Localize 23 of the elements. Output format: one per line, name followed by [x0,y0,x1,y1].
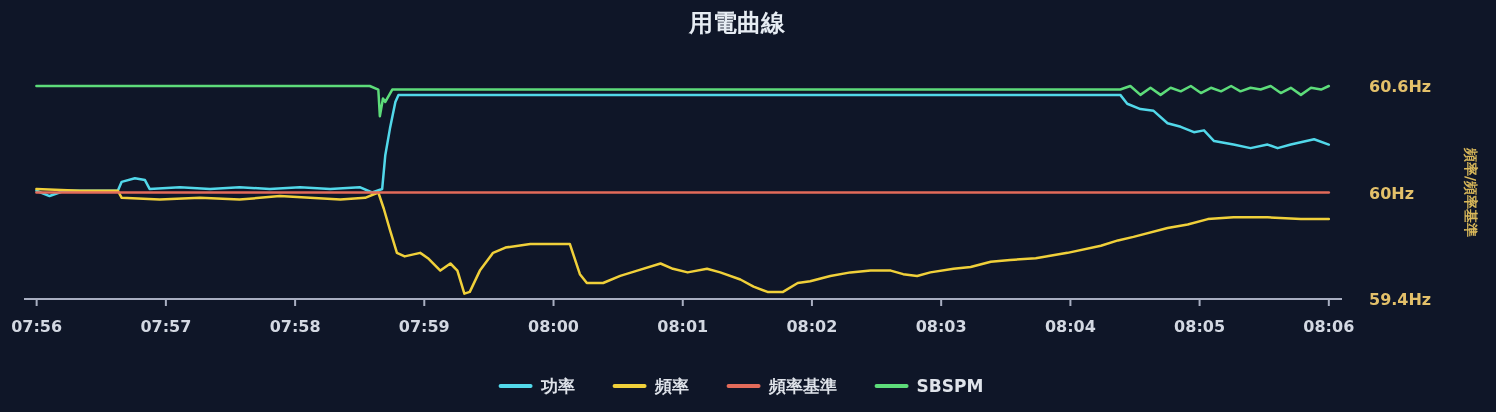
x-tick-label: 08:04 [1044,317,1096,336]
x-tick-label: 08:02 [786,317,838,336]
y-tick-label: 59.4Hz [1369,290,1432,309]
x-tick-label: 07:59 [398,317,450,336]
legend-label: 頻率基準 [767,376,837,396]
x-tick-label: 08:03 [915,317,967,336]
legend-label: 功率 [539,376,575,396]
x-tick-label: 07:57 [140,317,192,336]
chart-title: 用電曲線 [688,9,786,37]
y-tick-label: 60Hz [1369,183,1414,203]
x-tick-label: 08:05 [1174,317,1226,336]
x-tick-label: 08:06 [1303,317,1355,336]
legend-label: SBSPM [916,376,984,396]
x-tick-label: 07:58 [269,317,321,336]
y-axis-title: 頻率/頻率基準 [1463,146,1479,238]
x-tick-label: 07:56 [11,317,63,336]
line-series [35,187,1331,295]
line-series [35,84,1331,118]
line-series [35,93,1331,198]
x-tick-label: 08:00 [528,317,579,336]
x-tick-label: 08:01 [657,317,709,336]
y-tick-label: 60.6Hz [1369,77,1432,96]
legend-label: 頻率 [653,376,689,396]
